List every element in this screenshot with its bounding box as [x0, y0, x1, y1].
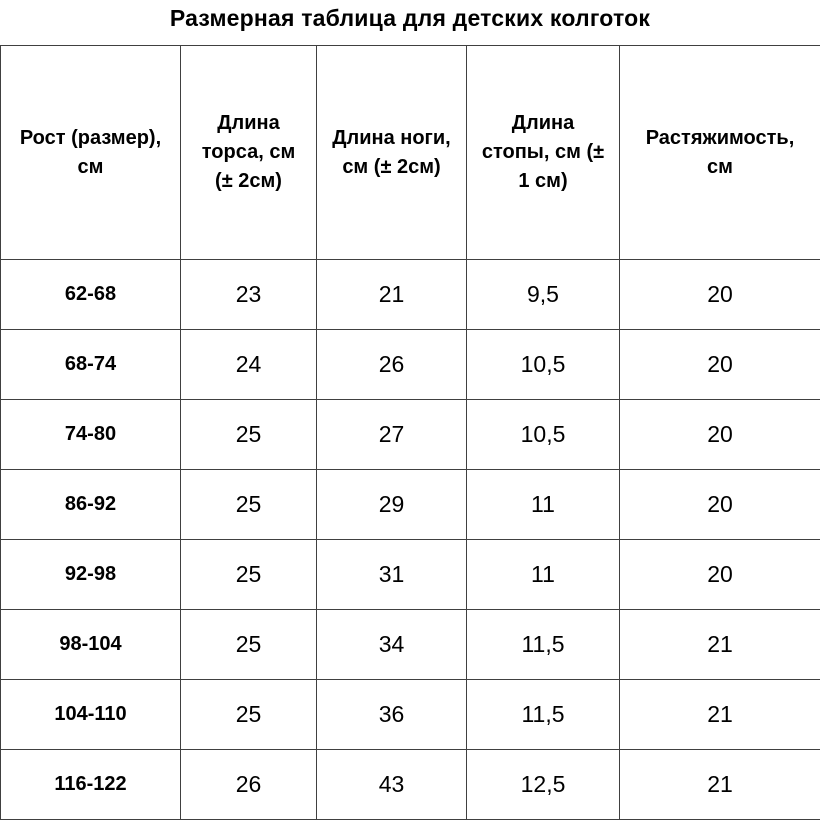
cell-leg: 26 — [316, 329, 467, 400]
cell-stretch: 20 — [619, 469, 820, 540]
cell-foot: 10,5 — [466, 399, 620, 470]
cell-leg: 29 — [316, 469, 467, 540]
cell-size: 68-74 — [0, 329, 181, 400]
cell-stretch: 20 — [619, 539, 820, 610]
cell-size: 98-104 — [0, 609, 181, 680]
cell-stretch: 20 — [619, 399, 820, 470]
cell-torso: 23 — [180, 259, 317, 330]
cell-stretch: 20 — [619, 329, 820, 400]
table-row: 86-92 25 29 11 20 — [0, 469, 820, 540]
cell-torso: 25 — [180, 469, 317, 540]
table-row: 92-98 25 31 11 20 — [0, 539, 820, 610]
cell-stretch: 21 — [619, 679, 820, 750]
cell-size: 104-110 — [0, 679, 181, 750]
cell-foot: 11 — [466, 539, 620, 610]
col-header-height-size: Рост (размер), см — [0, 45, 181, 260]
cell-foot: 11 — [466, 469, 620, 540]
cell-foot: 12,5 — [466, 749, 620, 820]
cell-torso: 25 — [180, 539, 317, 610]
cell-leg: 31 — [316, 539, 467, 610]
cell-leg: 36 — [316, 679, 467, 750]
cell-foot: 11,5 — [466, 609, 620, 680]
cell-foot: 9,5 — [466, 259, 620, 330]
cell-torso: 25 — [180, 609, 317, 680]
table-row: 62-68 23 21 9,5 20 — [0, 259, 820, 330]
table-row: 116-122 26 43 12,5 21 — [0, 749, 820, 820]
cell-leg: 21 — [316, 259, 467, 330]
table-header-row: Рост (размер), см Длина торса, см (± 2см… — [0, 45, 820, 260]
cell-foot: 10,5 — [466, 329, 620, 400]
cell-torso: 26 — [180, 749, 317, 820]
cell-leg: 27 — [316, 399, 467, 470]
col-header-foot-length: Длина стопы, см (± 1 см) — [466, 45, 620, 260]
table-row: 98-104 25 34 11,5 21 — [0, 609, 820, 680]
cell-size: 86-92 — [0, 469, 181, 540]
cell-torso: 25 — [180, 679, 317, 750]
col-header-leg-length: Длина ноги, см (± 2см) — [316, 45, 467, 260]
cell-foot: 11,5 — [466, 679, 620, 750]
size-table: Рост (размер), см Длина торса, см (± 2см… — [0, 45, 820, 820]
cell-leg: 43 — [316, 749, 467, 820]
cell-leg: 34 — [316, 609, 467, 680]
table-row: 104-110 25 36 11,5 21 — [0, 679, 820, 750]
cell-stretch: 21 — [619, 609, 820, 680]
cell-torso: 24 — [180, 329, 317, 400]
col-header-stretch: Растяжимость, см — [619, 45, 820, 260]
cell-torso: 25 — [180, 399, 317, 470]
col-header-torso-length: Длина торса, см (± 2см) — [180, 45, 317, 260]
table-row: 74-80 25 27 10,5 20 — [0, 399, 820, 470]
cell-size: 116-122 — [0, 749, 181, 820]
page-title: Размерная таблица для детских колготок — [169, 5, 651, 31]
table-row: 68-74 24 26 10,5 20 — [0, 329, 820, 400]
cell-size: 62-68 — [0, 259, 181, 330]
cell-stretch: 20 — [619, 259, 820, 330]
cell-stretch: 21 — [619, 749, 820, 820]
cell-size: 74-80 — [0, 399, 181, 470]
cell-size: 92-98 — [0, 539, 181, 610]
